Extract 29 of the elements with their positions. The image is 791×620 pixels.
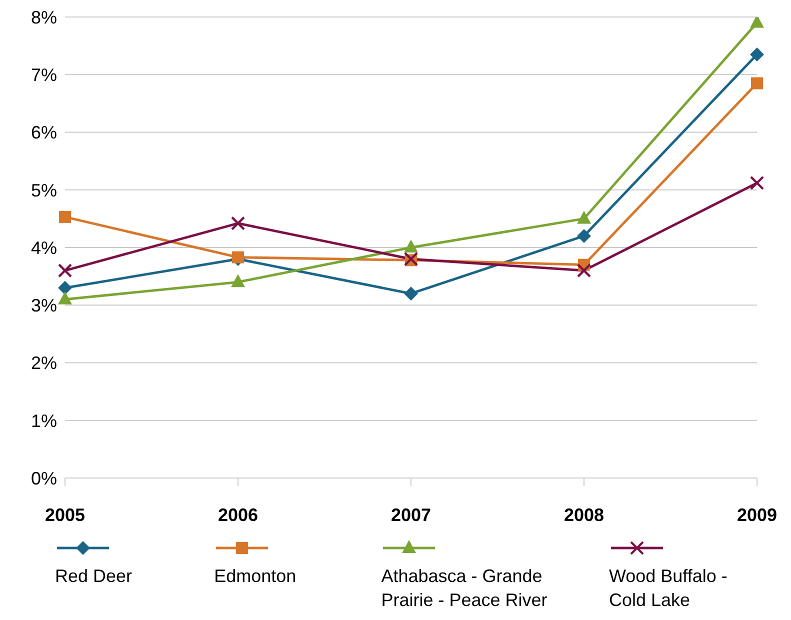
point: [232, 251, 244, 264]
y-tick-label: 2%: [30, 353, 57, 374]
legend-label: Athabasca - Grande Prairie - Peace River: [381, 565, 548, 612]
y-tick-label: 3%: [30, 296, 57, 316]
point: [58, 291, 72, 304]
x-tick-label: 2008: [564, 504, 604, 525]
x-tick-label: 2006: [218, 504, 258, 525]
y-tick-label: 1%: [30, 410, 57, 431]
y-tick-label: 7%: [30, 65, 57, 86]
y-tick-label: 0%: [30, 468, 57, 488]
point: [577, 228, 591, 243]
y-tick-label: 8%: [30, 7, 57, 28]
point: [231, 274, 245, 288]
x-tick-label: 2009: [736, 504, 778, 525]
point: [404, 286, 418, 301]
x-tick-label: 2007: [390, 504, 432, 525]
point: [59, 210, 71, 223]
legend-label: Red Deer: [55, 565, 134, 588]
legend-label: Wood Buffalo - Cold Lake: [608, 565, 728, 612]
y-tick-label: 6%: [30, 122, 57, 143]
point: [577, 210, 591, 224]
point: [750, 47, 764, 62]
legend-label: Edmonton: [214, 565, 298, 588]
y-tick-label: 4%: [30, 238, 57, 258]
point: [58, 280, 72, 295]
point: [404, 240, 418, 252]
point: [751, 77, 763, 90]
x-tick-label: 2005: [44, 504, 86, 525]
y-tick-label: 5%: [30, 180, 57, 200]
